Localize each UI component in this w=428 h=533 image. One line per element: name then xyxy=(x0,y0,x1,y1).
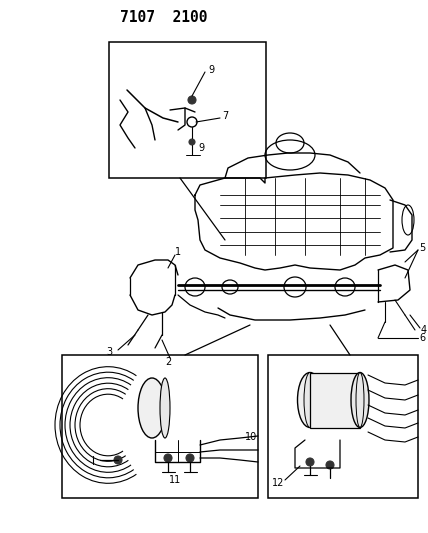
Text: 4: 4 xyxy=(421,325,427,335)
Text: 9: 9 xyxy=(198,143,204,153)
Circle shape xyxy=(186,454,194,462)
Bar xyxy=(268,355,418,498)
Text: 7107  2100: 7107 2100 xyxy=(120,11,208,26)
Ellipse shape xyxy=(138,378,166,438)
Text: 5: 5 xyxy=(419,243,425,253)
Ellipse shape xyxy=(351,373,369,427)
Text: 1: 1 xyxy=(175,247,181,257)
Ellipse shape xyxy=(297,373,323,427)
Text: 7: 7 xyxy=(222,111,228,121)
Text: 12: 12 xyxy=(272,478,284,488)
Text: 10: 10 xyxy=(245,432,257,442)
Text: 11: 11 xyxy=(169,475,181,485)
Bar xyxy=(62,355,258,498)
Text: 2: 2 xyxy=(165,357,171,367)
Bar xyxy=(109,42,266,178)
Bar xyxy=(310,373,360,428)
Ellipse shape xyxy=(304,373,316,427)
Circle shape xyxy=(326,461,334,469)
Ellipse shape xyxy=(160,378,170,438)
Circle shape xyxy=(189,139,195,145)
Circle shape xyxy=(164,454,172,462)
Text: 6: 6 xyxy=(419,333,425,343)
Text: 3: 3 xyxy=(106,347,112,357)
Circle shape xyxy=(188,96,196,104)
Text: 9: 9 xyxy=(208,65,214,75)
Circle shape xyxy=(306,458,314,466)
Circle shape xyxy=(114,456,122,464)
